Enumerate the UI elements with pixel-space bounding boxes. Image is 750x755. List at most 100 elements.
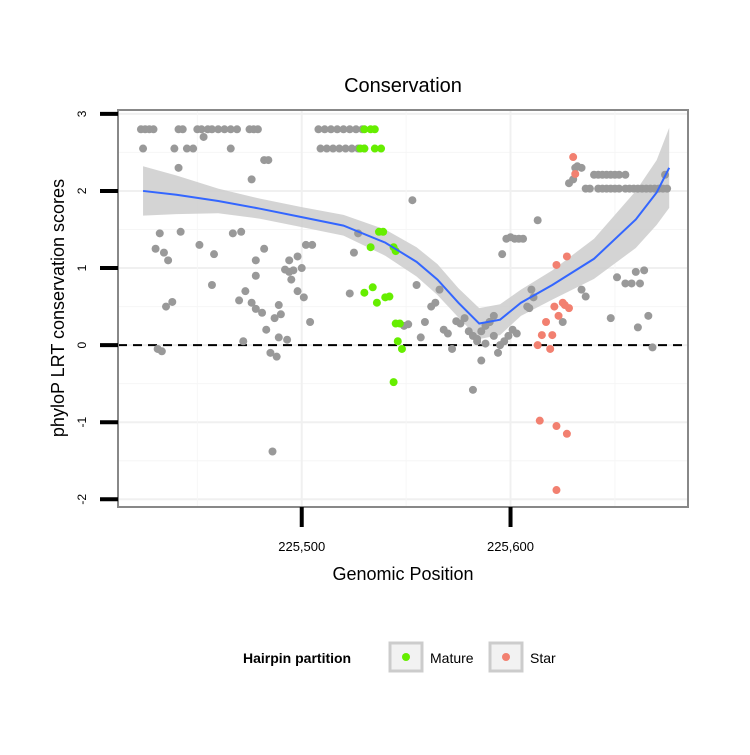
data-point-other [352, 125, 361, 134]
data-point-other [299, 293, 308, 302]
panel-border [117, 109, 689, 508]
data-point-other [349, 248, 358, 257]
data-point-other [266, 348, 275, 357]
data-point-other [178, 125, 187, 134]
data-point-mature [370, 144, 379, 153]
data-point-other [157, 347, 166, 356]
data-point-other [615, 170, 624, 179]
data-point-other [322, 144, 331, 153]
data-point-other [640, 266, 649, 275]
data-point-other [558, 317, 567, 326]
data-point-star [548, 331, 557, 340]
data-point-other [663, 184, 672, 193]
data-point-other [258, 308, 267, 317]
points-layer [136, 125, 672, 495]
data-point-other [489, 331, 498, 340]
data-point-other [481, 339, 490, 348]
data-point-other [585, 184, 594, 193]
data-point-other [577, 163, 586, 172]
data-point-mature [391, 247, 400, 256]
data-point-other [264, 156, 273, 165]
data-point-other [489, 311, 498, 320]
data-point-other [443, 329, 452, 338]
data-point-star [533, 341, 542, 350]
data-point-other [239, 337, 248, 346]
data-point-other [151, 244, 160, 253]
data-point-other [627, 279, 636, 288]
data-point-other [527, 285, 536, 294]
axes: -2 -1 0 1 2 3 225,500 225,600 [75, 110, 534, 554]
data-point-mature [393, 337, 402, 346]
data-point-star [552, 486, 561, 495]
smooth-line-layer [142, 167, 671, 325]
data-point-other [581, 292, 590, 301]
data-point-other [477, 327, 486, 336]
data-point-other [293, 252, 302, 261]
data-point-other [276, 310, 285, 319]
data-point-star [546, 344, 555, 353]
data-point-other [420, 317, 429, 326]
data-point-other [435, 285, 444, 294]
data-point-other [512, 329, 521, 338]
y-tick-label: 1 [75, 264, 89, 271]
data-point-other [404, 320, 413, 329]
data-point-other [174, 163, 183, 172]
data-point-other [308, 240, 317, 249]
data-point-other [228, 229, 237, 238]
confidence-band [143, 127, 670, 339]
data-point-other [648, 343, 657, 352]
data-point-other [408, 196, 417, 205]
data-point-other [613, 273, 622, 282]
data-point-other [247, 298, 256, 307]
data-point-star [571, 169, 580, 178]
data-point-other [341, 144, 350, 153]
data-point-other [260, 244, 269, 253]
data-point-other [268, 447, 277, 456]
data-point-other [333, 125, 342, 134]
smooth-trend-line [142, 167, 671, 325]
data-point-mature [360, 125, 369, 134]
legend-label-star: Star [530, 650, 556, 666]
data-point-other [533, 216, 542, 225]
data-point-other [199, 132, 208, 141]
data-point-mature [377, 144, 386, 153]
data-point-star [562, 252, 571, 261]
data-point-other [226, 144, 235, 153]
data-point-other [345, 289, 354, 298]
data-point-mature [372, 298, 381, 307]
data-point-other [431, 298, 440, 307]
data-point-other [233, 125, 242, 134]
legend: Hairpin partition Mature Star [243, 641, 556, 673]
data-point-other [498, 250, 507, 259]
legend-key-star [488, 641, 524, 673]
data-point-other [270, 314, 279, 323]
y-tick-label: -2 [75, 494, 89, 505]
x-axis-label: Genomic Position [332, 564, 473, 584]
data-point-other [220, 125, 229, 134]
data-point-other [635, 279, 644, 288]
data-point-mature [368, 283, 377, 292]
smooth-band-layer [143, 127, 670, 339]
data-point-other [347, 144, 356, 153]
data-point-other [326, 125, 335, 134]
data-point-other [247, 175, 256, 184]
data-point-other [207, 280, 216, 289]
data-point-other [412, 280, 421, 289]
y-tick-label: -1 [75, 417, 89, 428]
y-axis-label: phyloP LRT conservation scores [48, 179, 68, 437]
data-point-other [504, 331, 513, 340]
data-point-other [606, 314, 615, 323]
legend-title: Hairpin partition [243, 650, 351, 666]
y-tick-label: 0 [75, 341, 89, 348]
legend-label-mature: Mature [430, 650, 474, 666]
data-point-other [274, 333, 283, 342]
x-tick-label: 225,500 [278, 539, 325, 554]
data-point-other [285, 256, 294, 265]
data-point-other [339, 125, 348, 134]
data-point-mature [360, 144, 369, 153]
data-point-other [274, 301, 283, 310]
data-point-star [550, 302, 559, 311]
data-point-other [320, 125, 329, 134]
